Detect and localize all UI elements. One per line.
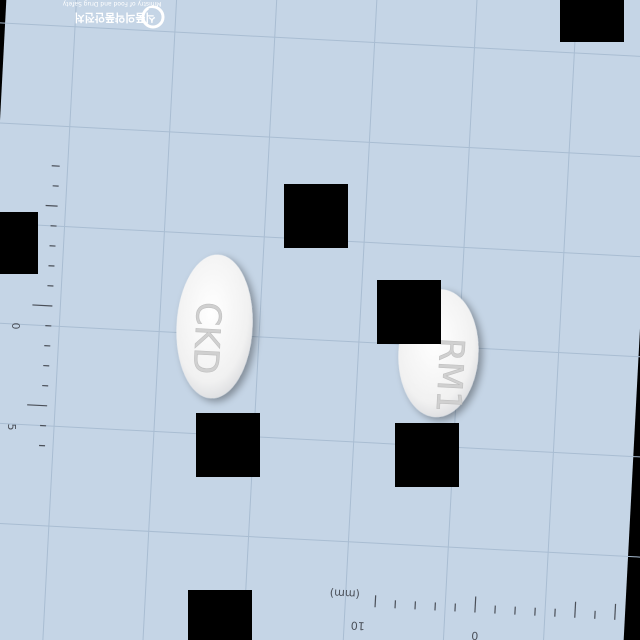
pill-ckd — [176, 254, 253, 399]
agency-name-english: Ministry of Food and Drug Safety — [62, 0, 161, 7]
left-ruler-label-5: 5 — [5, 424, 18, 431]
redaction-block — [560, 0, 624, 42]
bottom-ruler-unit: (mm) — [329, 586, 360, 601]
redaction-block — [196, 413, 260, 477]
agency-name-korean: 식품의약품안전처 — [75, 11, 156, 25]
bottom-ruler-label-0: 0 — [471, 629, 479, 640]
left-ruler — [27, 165, 60, 447]
redaction-block — [395, 423, 459, 487]
agency-logo-icon — [141, 5, 165, 29]
pill-imprint-ckd: CKD — [185, 301, 229, 375]
pill-imprint-rm1: RM1 — [428, 337, 472, 414]
left-ruler-label-0: 0 — [9, 323, 22, 330]
redaction-block — [0, 212, 38, 274]
redaction-block — [377, 280, 441, 344]
bottom-ruler-label-10: 10 — [350, 619, 365, 633]
redaction-block — [284, 184, 348, 248]
redaction-block — [188, 590, 252, 640]
bottom-ruler — [374, 595, 617, 620]
